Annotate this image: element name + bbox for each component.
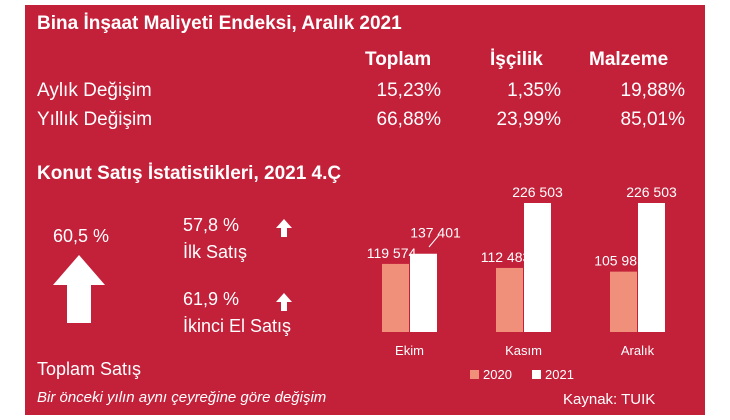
infographic-panel: Bina İnşaat Maliyeti Endeksi, Aralık 202… [25, 5, 705, 415]
tick-label-ekim: Ekim [395, 343, 424, 358]
data-label-2021-ekim: 137 401 [410, 225, 461, 241]
data-label-2021-kasım: 226 503 [512, 184, 563, 200]
monthly-material-value: 19,88% [620, 80, 685, 101]
first-sales-value: 57,8 % [183, 215, 240, 235]
footnote: Bir önceki yılın aynı çeyreğine göre değ… [37, 389, 327, 406]
bar-2020-aralık [610, 271, 637, 332]
row-label-yearly: Yıllık Değişim [37, 109, 153, 130]
first-sales-label: İlk Satış [183, 242, 248, 262]
legend-label-2021: 2021 [545, 367, 574, 382]
yearly-total-value: 66,88% [376, 109, 441, 130]
bar-2021-ekim [410, 253, 437, 332]
total-sales-label: Toplam Satış [37, 359, 142, 379]
second-sales-label: İkinci El Satış [183, 316, 292, 336]
yearly-labor-value: 23,99% [496, 109, 561, 130]
tick-label-aralık: Aralık [621, 343, 655, 358]
bar-2021-kasım [524, 203, 551, 332]
tick-label-kasım: Kasım [505, 343, 542, 358]
legend-label-2020: 2020 [483, 367, 512, 382]
yearly-material-value: 85,01% [620, 109, 685, 130]
legend-swatch-2020 [470, 370, 479, 379]
label-leader-line [428, 234, 440, 248]
bar-2020-kasım [496, 267, 523, 332]
index-title: Bina İnşaat Maliyeti Endeksi, Aralık 202… [37, 13, 402, 34]
source-label: Kaynak: TUIK [563, 391, 656, 408]
col-header-material: Malzeme [589, 49, 669, 70]
row-label-monthly: Aylık Değişim [37, 80, 152, 101]
data-label-2021-aralık: 226 503 [626, 184, 677, 200]
col-header-total: Toplam [365, 49, 432, 70]
data-label-2020-kasım: 112 483 [481, 249, 531, 265]
data-label-2020-ekim: 119 574 [367, 245, 417, 261]
second-up-arrow-icon [276, 293, 292, 311]
legend-swatch-2021 [532, 370, 541, 379]
monthly-total-value: 15,23% [376, 80, 441, 101]
sales-title: Konut Satış İstatistikleri, 2021 4.Ç [37, 163, 342, 184]
bar-2020-ekim [382, 263, 409, 332]
data-label-2020-aralık: 105 981 [594, 253, 645, 269]
col-header-labor: İşçilik [490, 49, 543, 70]
bar-2021-aralık [638, 203, 665, 332]
monthly-labor-value: 1,35% [507, 80, 561, 101]
second-sales-value: 61,9 % [183, 289, 240, 309]
big-up-arrow-icon [53, 255, 105, 323]
first-up-arrow-icon [276, 219, 292, 237]
total-sales-value: 60,5 % [53, 226, 110, 246]
